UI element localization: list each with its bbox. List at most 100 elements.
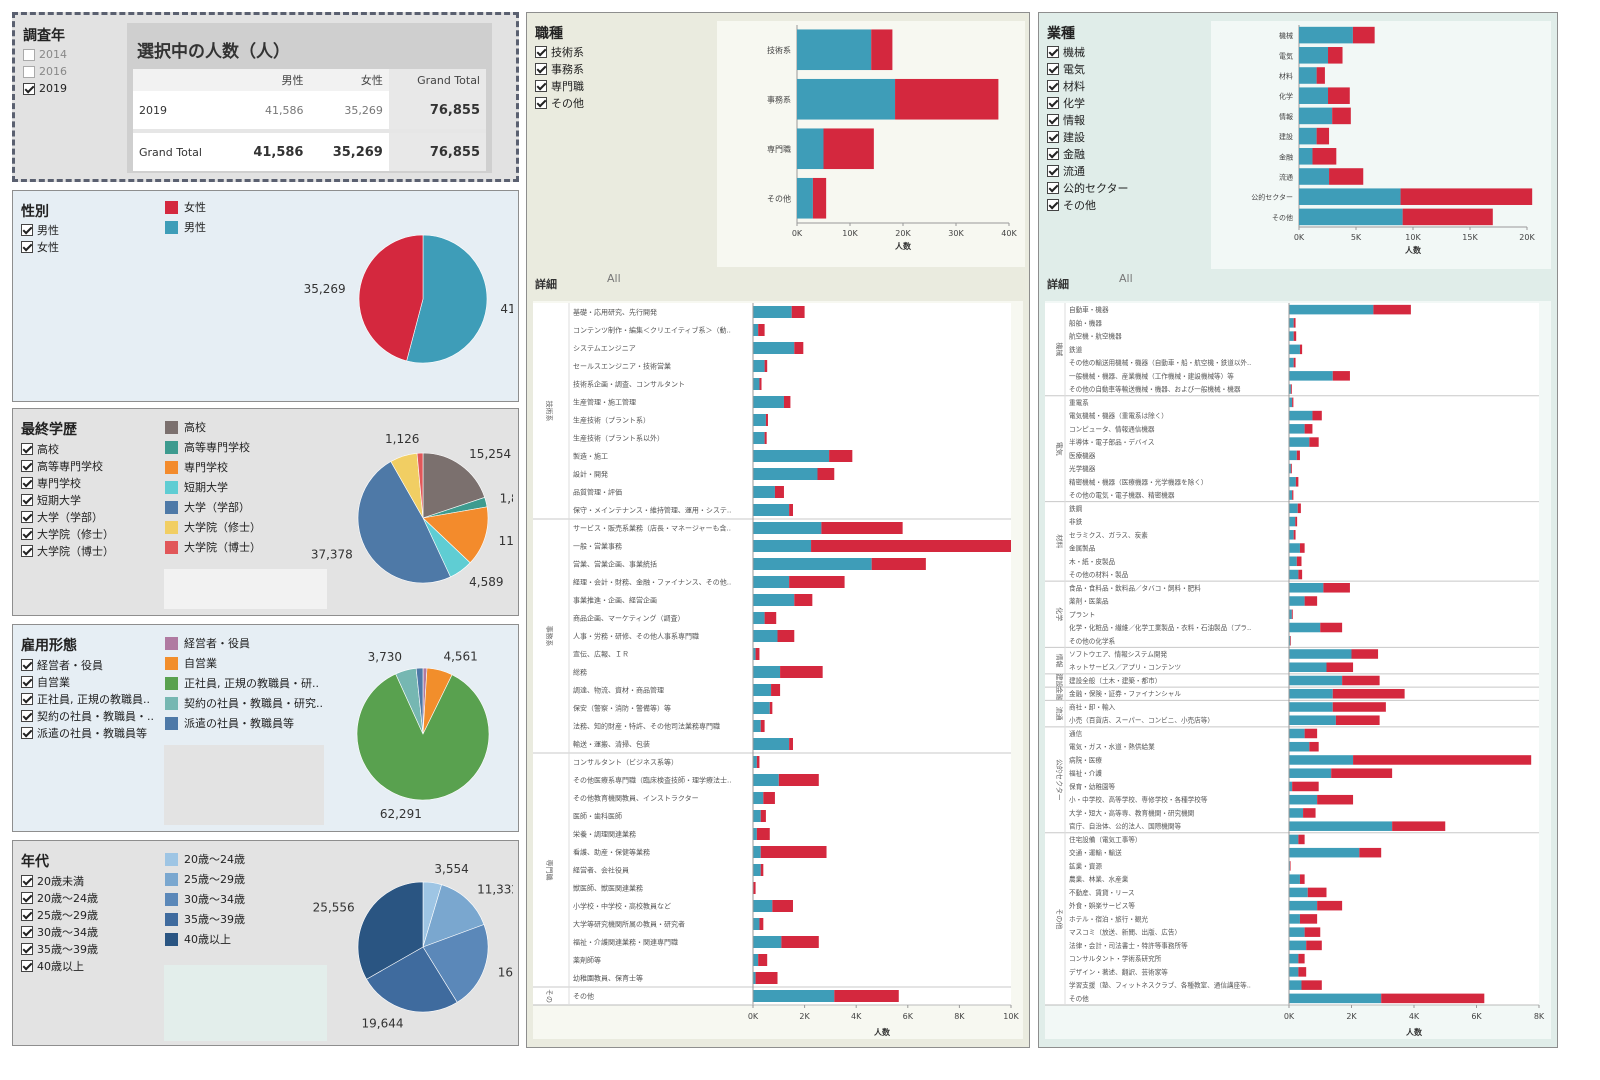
bar-segment[interactable] [1299,26,1353,44]
bar-segment[interactable] [1299,127,1317,145]
bar-segment-male[interactable] [753,954,759,966]
bar-segment-female[interactable] [1307,887,1327,898]
bar-segment-male[interactable] [1289,596,1305,606]
pie-slice[interactable] [356,673,490,801]
bar-segment-male[interactable] [753,864,761,876]
employment-filter-checkbox[interactable] [21,658,33,671]
bar-segment[interactable] [1402,208,1493,226]
education-filter-option[interactable]: 大学院（修士） [21,525,114,542]
bar-segment-male[interactable] [753,522,822,534]
employment-legend-item[interactable]: 正社員, 正規の教職員・研.. [165,673,323,693]
bar-segment-female[interactable] [1304,927,1321,937]
bar-segment[interactable] [1299,148,1313,165]
bar-segment-female[interactable] [1292,397,1294,408]
job-filter-checkbox[interactable] [535,45,547,58]
education-legend-item[interactable]: 高校 [165,417,261,437]
bar-segment-male[interactable] [753,486,775,498]
education-filter-checkbox[interactable] [21,442,33,455]
bar-segment-male[interactable] [1289,463,1291,474]
bar-segment-female[interactable] [1373,304,1411,315]
bar-segment-female[interactable] [755,972,778,984]
age-filter-checkbox[interactable] [21,959,33,972]
education-filter-checkbox[interactable] [21,510,33,523]
age-filter-option[interactable]: 20歳〜24歳 [21,889,98,906]
age-filter-option[interactable]: 40歳以上 [21,957,98,974]
industry-filter-option[interactable]: 流通 [1047,162,1129,179]
bar-segment-female[interactable] [769,702,773,714]
education-filter-option[interactable]: 大学（学部） [21,508,114,525]
bar-segment-male[interactable] [1289,609,1292,620]
education-filter-checkbox[interactable] [21,476,33,489]
pie-slice[interactable] [422,452,486,519]
education-legend-item[interactable]: 大学（学部） [165,497,261,517]
age-legend-item[interactable]: 25歳〜29歳 [165,869,245,889]
job-filter-option[interactable]: その他 [535,94,584,111]
sex-legend-item[interactable]: 女性 [165,197,206,217]
bar-segment-female[interactable] [871,558,926,570]
bar-segment[interactable] [1332,107,1351,125]
bar-segment-female[interactable] [1293,331,1297,341]
bar-segment-female[interactable] [1295,477,1299,487]
bar-segment-male[interactable] [1289,914,1300,924]
industry-filter-checkbox[interactable] [1047,147,1059,160]
bar-segment-male[interactable] [753,306,792,318]
bar-segment-female[interactable] [772,900,793,912]
sex-legend-item[interactable]: 男性 [165,217,206,237]
bar-segment-female[interactable] [1317,794,1354,805]
bar-segment[interactable] [1328,47,1343,64]
year-filter-checkbox[interactable] [23,65,35,78]
industry-filter-checkbox[interactable] [1047,164,1059,177]
bar-segment-male[interactable] [1289,530,1294,540]
education-legend-item[interactable]: 専門学校 [165,457,261,477]
bar-segment-female[interactable] [829,450,853,462]
industry-filter-checkbox[interactable] [1047,45,1059,58]
job-detail-all-filter[interactable]: All [607,272,621,285]
bar-segment-male[interactable] [753,756,757,768]
bar-segment[interactable] [1299,188,1401,205]
bar-segment[interactable] [812,177,827,219]
bar-segment-male[interactable] [1289,622,1321,633]
bar-segment[interactable] [797,29,872,71]
bar-segment-male[interactable] [1289,834,1299,845]
bar-segment-female[interactable] [783,396,791,408]
education-filter-option[interactable]: 大学院（博士） [21,542,114,559]
bar-segment[interactable] [1299,107,1333,125]
bar-segment[interactable] [797,128,824,170]
bar-segment-male[interactable] [753,972,756,984]
bar-segment-female[interactable] [834,990,899,1002]
bar-segment-male[interactable] [1289,516,1296,527]
bar-segment-male[interactable] [753,396,784,408]
bar-segment-male[interactable] [1289,450,1297,461]
bar-segment-female[interactable] [1299,874,1305,884]
employment-legend-item[interactable]: 派遣の社員・教職員等 [165,713,323,733]
bar-segment[interactable] [1328,87,1350,104]
age-filter-checkbox[interactable] [21,925,33,938]
bar-segment-female[interactable] [763,792,775,804]
bar-segment-female[interactable] [774,486,784,498]
bar-segment-male[interactable] [1289,688,1333,699]
bar-segment-male[interactable] [1289,477,1296,487]
bar-segment-male[interactable] [1289,543,1300,553]
bar-segment-male[interactable] [753,432,765,444]
bar-segment-female[interactable] [1332,702,1386,712]
bar-segment-female[interactable] [1351,649,1379,659]
bar-segment-female[interactable] [1306,940,1322,951]
sex-filter-checkbox[interactable] [21,240,33,253]
bar-segment-male[interactable] [1289,304,1374,315]
bar-segment[interactable] [1299,67,1317,84]
bar-segment-female[interactable] [1299,543,1305,553]
bar-segment-female[interactable] [753,882,756,894]
bar-segment-male[interactable] [1289,847,1360,858]
education-legend-item[interactable]: 大学院（博士） [165,537,261,557]
bar-segment-male[interactable] [1289,755,1354,765]
bar-segment-female[interactable] [765,414,768,426]
bar-segment-female[interactable] [1332,688,1405,699]
age-filter-checkbox[interactable] [21,891,33,904]
bar-segment-male[interactable] [1289,397,1293,408]
bar-segment-female[interactable] [1293,357,1296,368]
bar-segment-female[interactable] [755,648,760,660]
bar-segment-male[interactable] [1289,424,1305,434]
bar-segment-female[interactable] [789,738,793,750]
bar-segment-male[interactable] [1289,741,1310,752]
bar-segment-female[interactable] [764,432,767,444]
